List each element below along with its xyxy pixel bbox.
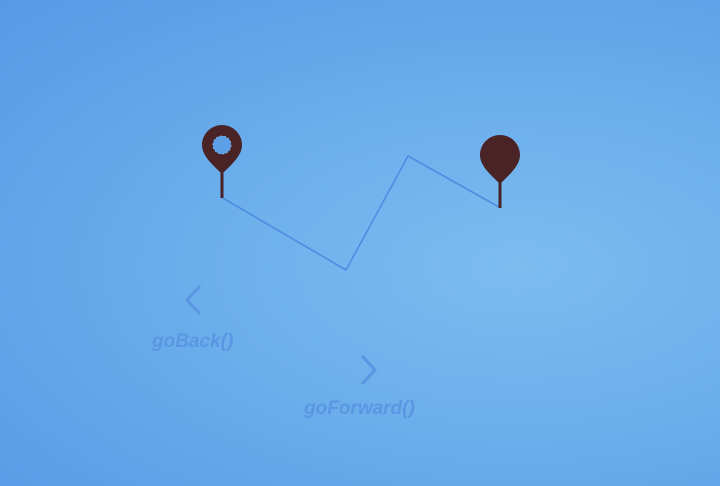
go-forward-button[interactable]: goForward() xyxy=(304,398,415,419)
start-pin-icon xyxy=(202,125,242,198)
chevron-left-icon[interactable] xyxy=(181,283,205,317)
end-pin-icon xyxy=(480,135,520,208)
go-back-button[interactable]: goBack() xyxy=(152,331,234,352)
chevron-right-icon[interactable] xyxy=(357,353,381,387)
